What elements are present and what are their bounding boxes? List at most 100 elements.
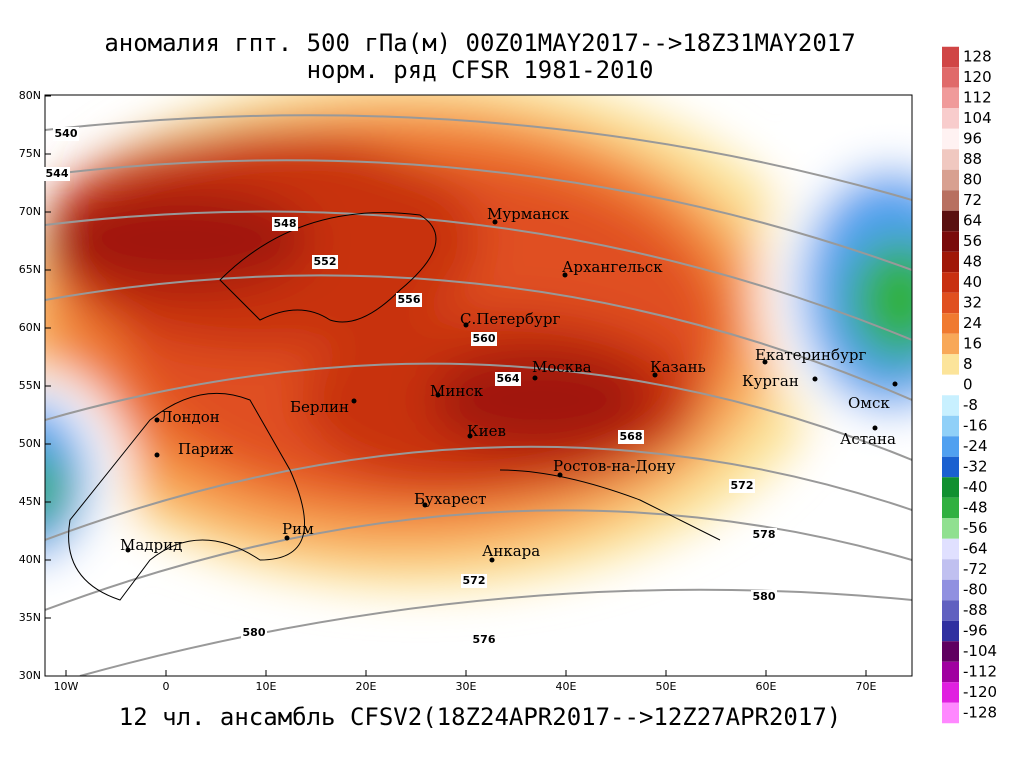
city-dot [812,376,818,382]
city-label: Рим [282,520,314,538]
city-label: Астана [840,430,896,448]
lat-tick-label: 65N [19,263,41,276]
lon-tick-label: 30E [456,680,477,693]
lon-tick-label: 20E [356,680,377,693]
contour-label-box [44,167,70,181]
contour-label-box [751,590,777,604]
field [45,95,912,676]
colorbar-box [942,354,959,375]
colorbar-box [942,251,959,273]
colorbar-label: 8 [963,355,973,373]
colorbar-box [942,395,959,416]
city-dot [467,433,473,439]
contour-label-box [495,372,521,386]
colorbar-label: -64 [963,540,988,558]
city-dot [422,502,428,508]
lat-tick-label: 70N [19,205,41,218]
colorbar-box [942,661,959,683]
contour-label: 540 [55,127,78,140]
contour-label-box [241,626,267,640]
city-dot [652,372,658,378]
colorbar-label: -80 [963,581,988,599]
colorbar-label: -112 [963,663,997,681]
contour-label: 568 [620,430,643,443]
city-label: Екатеринбург [755,346,866,364]
city-dot [284,535,290,541]
colorbar-label: -16 [963,417,988,435]
contour-label: 580 [243,626,266,639]
colorbar-box [942,292,959,314]
contour-label: 552 [314,255,337,268]
title: аномалия гпт. 500 гПа(м) 00Z01MAY2017-->… [104,29,855,57]
city-dot [435,392,441,398]
colorbar-box [942,620,959,642]
lat-tick-label: 50N [19,437,41,450]
city-dot [557,472,563,478]
contour-label-box [53,127,79,141]
contour-label: 572 [731,479,754,492]
lat-tick-label: 60N [19,321,41,334]
city-dot [154,452,160,458]
colorbar-box [942,374,959,396]
colorbar-box [942,641,959,662]
colorbar-label: 96 [963,130,982,148]
colorbar-box [942,210,959,232]
city-label: Архангельск [562,258,663,276]
colorbar-box [942,333,959,355]
footer: 12 чл. ансамбль CFSV2(18Z24APR2017-->12Z… [119,703,841,731]
colorbar-label: -72 [963,560,988,578]
lat-tick-label: 35N [19,611,41,624]
lon-tick-label: 40E [556,680,577,693]
contour-label-box [471,332,497,346]
colorbar-label: 48 [963,253,982,271]
city-dot [351,398,357,404]
colorbar-label: -8 [963,396,978,414]
colorbar-label: -96 [963,622,988,640]
city-label: Мурманск [487,205,570,223]
colorbar-box [942,436,959,457]
city-label: Москва [532,358,592,376]
colorbar-box [942,497,959,519]
colorbar-box [942,559,959,580]
colorbar-label: 104 [963,109,992,127]
contour-label: 564 [497,372,520,385]
lat-tick-label: 45N [19,495,41,508]
contour-label-box [272,217,298,231]
colorbar-label: -24 [963,437,988,455]
colorbar-label: 88 [963,150,982,168]
city-dot [489,557,495,563]
city-dot [154,417,160,423]
city-label: Омск [848,394,890,412]
colorbar-box [942,579,959,601]
contour-label: 548 [274,217,297,230]
colorbar-label: -88 [963,601,988,619]
city-label: Ростов-на-Дону [553,457,676,475]
lat-tick-label: 40N [19,553,41,566]
colorbar-box [942,46,959,68]
lon-tick-label: 70E [856,680,877,693]
colorbar-box [942,477,959,498]
lon-tick-label: 10E [256,680,277,693]
contour-label: 560 [473,332,496,345]
colorbar-label: 40 [963,273,982,291]
lat-tick-label: 55N [19,379,41,392]
colorbar-box [942,272,959,293]
colorbar-box [942,538,959,560]
colorbar-box [942,169,959,191]
lon-tick-label: 0 [163,680,170,693]
colorbar-box [942,128,959,150]
colorbar-box [942,415,959,437]
colorbar-label: -32 [963,458,988,476]
colorbar-label: -56 [963,519,988,537]
city-label: Курган [742,372,799,390]
city-dot [872,425,878,431]
lat-tick-label: 30N [19,669,41,682]
colorbar-box [942,682,959,703]
contour-label: 544 [46,167,69,180]
colorbar-label: 32 [963,294,982,312]
city-dot [762,359,768,365]
colorbar-box [942,518,959,539]
city-label: Мадрид [120,536,182,554]
